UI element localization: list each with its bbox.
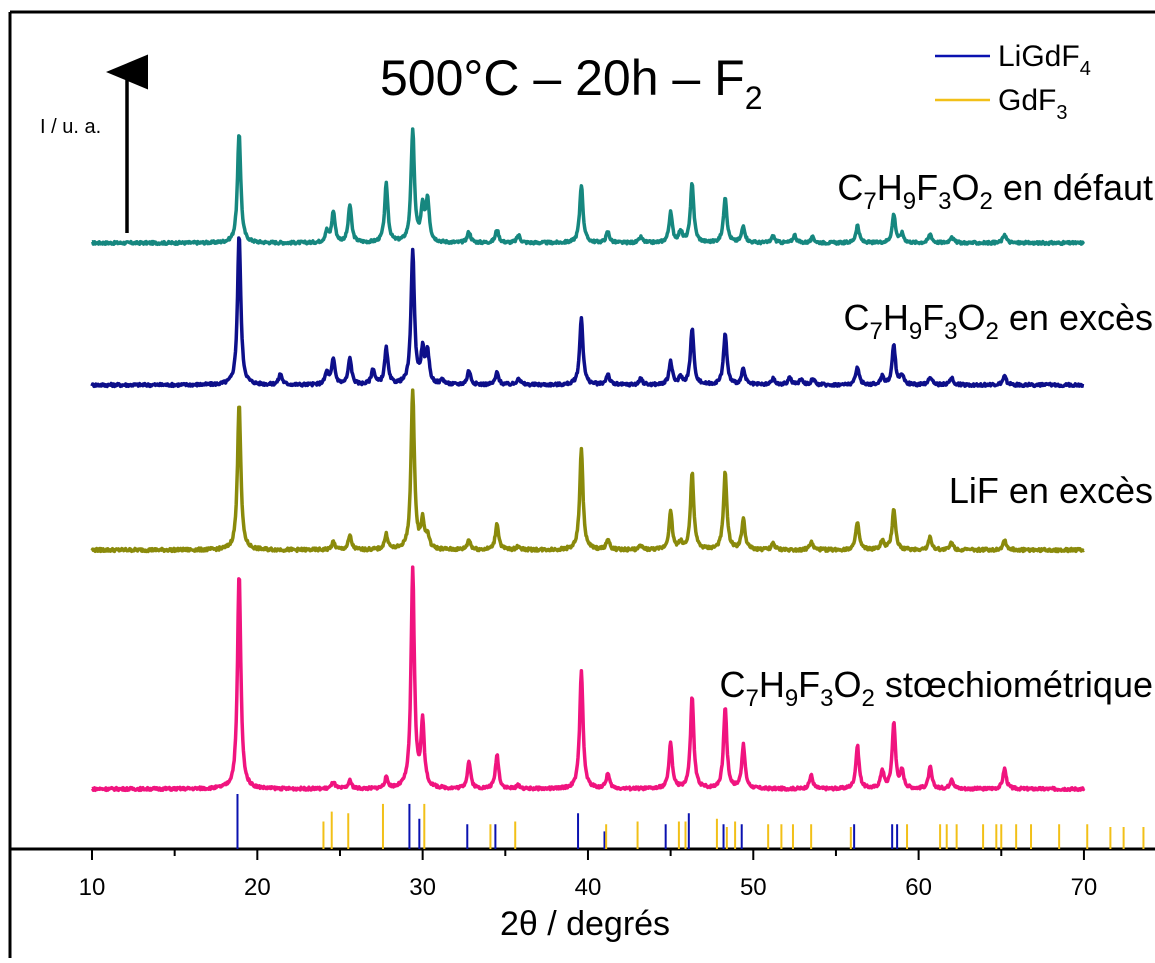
- legend-subscript: 4: [1080, 58, 1091, 80]
- series-label-part: O: [834, 664, 862, 705]
- x-tick-label: 60: [905, 874, 932, 901]
- series-label-0: C7H9F3O2 en défaut: [837, 167, 1153, 215]
- x-tick-label: 20: [244, 874, 271, 901]
- series-label-part: 7: [863, 188, 876, 215]
- series-label-part: en défaut: [993, 167, 1153, 208]
- x-axis-ticks: 10 20 30 40 50 60 70: [79, 849, 1098, 901]
- series-label-1: C7H9F3O2 en excès: [843, 297, 1153, 345]
- series-label-part: 9: [903, 188, 916, 215]
- series-line-0: [90, 127, 1086, 247]
- x-axis-label: 2θ / degrés: [500, 905, 670, 943]
- series-label-part: 9: [785, 685, 798, 712]
- reference-patterns: [236, 794, 1145, 849]
- x-tick-label: 50: [740, 874, 767, 901]
- y-axis-label: I / u. a.: [40, 116, 101, 138]
- series-label-part: O: [951, 167, 979, 208]
- series-label-part: 2: [986, 318, 999, 345]
- chart-title: 500°C – 20h – F2: [380, 50, 762, 116]
- series-label-part: F: [916, 167, 938, 208]
- chart-title-subscript: 2: [745, 80, 763, 116]
- series-label-part: en excès: [999, 297, 1153, 338]
- series-label-part: F: [798, 664, 820, 705]
- series-label-part: stœchiométrique: [875, 664, 1153, 705]
- series-label-part: H: [759, 664, 785, 705]
- legend-subscript: 3: [1056, 102, 1067, 124]
- series-label-part: 7: [869, 318, 882, 345]
- series-label-part: C: [843, 297, 869, 338]
- series-label-part: F: [922, 297, 944, 338]
- series-label-part: C: [837, 167, 863, 208]
- x-tick-label: 30: [409, 874, 436, 901]
- series-label-part: LiF en excès: [949, 470, 1153, 511]
- chart-title-text: 500°C – 20h – F: [380, 50, 745, 106]
- series-label-part: C: [719, 664, 745, 705]
- series-label-part: 3: [944, 318, 957, 345]
- series-line-3: [90, 565, 1086, 793]
- series-label-part: 2: [862, 685, 875, 712]
- series-label-part: 3: [820, 685, 833, 712]
- series-label-part: H: [883, 297, 909, 338]
- legend-entry-0: LiGdF4: [998, 40, 1091, 80]
- legend-base: GdF: [998, 84, 1056, 117]
- series-label-part: 9: [909, 318, 922, 345]
- x-tick-label: 10: [79, 874, 106, 901]
- x-tick-label: 40: [575, 874, 602, 901]
- series-line-2: [90, 388, 1086, 554]
- legend-entry-1: GdF3: [998, 84, 1067, 124]
- series-label-part: 2: [980, 188, 993, 215]
- x-tick-label: 70: [1071, 874, 1098, 901]
- series-label-part: H: [877, 167, 903, 208]
- legend-base: LiGdF: [998, 40, 1080, 73]
- series-line-1: [90, 236, 1086, 389]
- series-group: [90, 127, 1086, 793]
- series-label-2: LiF en excès: [949, 470, 1153, 511]
- series-label-3: C7H9F3O2 stœchiométrique: [719, 664, 1153, 712]
- series-label-part: 3: [938, 188, 951, 215]
- series-label-part: O: [958, 297, 986, 338]
- series-label-part: 7: [745, 685, 758, 712]
